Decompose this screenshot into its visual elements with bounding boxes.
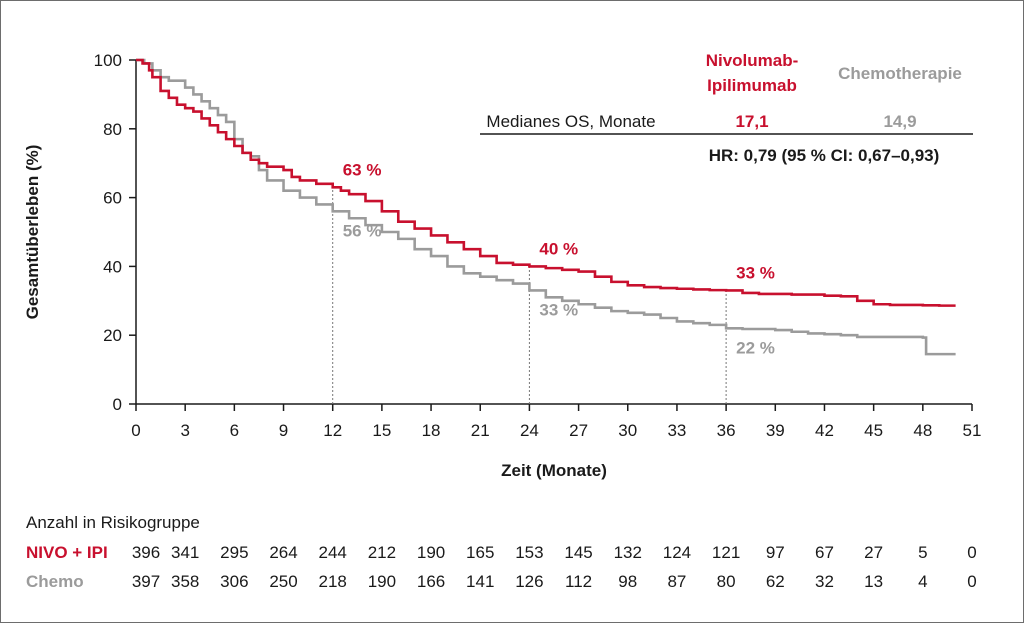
nivo-ipi-survival-line [136, 58, 956, 307]
risk-table-title: Anzahl in Risikogruppe [26, 513, 200, 532]
nivo-percent-label: 33 % [736, 263, 775, 282]
x-tick-label: 21 [471, 421, 490, 440]
risk-cell-chemo: 358 [171, 572, 199, 591]
risk-cell-nivo: 165 [466, 543, 494, 562]
x-tick-label: 42 [815, 421, 834, 440]
x-tick-label: 48 [913, 421, 932, 440]
risk-cell-nivo: 190 [417, 543, 445, 562]
risk-cell-chemo: 4 [918, 572, 927, 591]
risk-cell-chemo: 80 [717, 572, 736, 591]
risk-table: Anzahl in Risikogruppe NIVO + IPI Chemo … [26, 513, 977, 591]
x-tick-label: 33 [667, 421, 686, 440]
x-tick-label: 30 [618, 421, 637, 440]
risk-cell-nivo: 132 [614, 543, 642, 562]
chemo-percent-label: 33 % [539, 300, 578, 319]
x-tick-label: 15 [372, 421, 391, 440]
risk-cell-nivo: 153 [515, 543, 543, 562]
x-tick-label: 18 [422, 421, 441, 440]
risk-cell-chemo: 190 [368, 572, 396, 591]
y-tick-label: 100 [94, 51, 122, 70]
risk-row-label-nivo: NIVO + IPI [26, 543, 108, 562]
risk-cell-nivo: 212 [368, 543, 396, 562]
risk-cell-nivo: 124 [663, 543, 691, 562]
risk-cell-nivo: 67 [815, 543, 834, 562]
risk-cell-chemo: 98 [618, 572, 637, 591]
nivo-percent-label: 63 % [343, 160, 382, 179]
stats-box: Nivolumab- Ipilimumab Chemotherapie Medi… [480, 51, 973, 165]
dashed-guides [332, 187, 727, 404]
annotations: 63 % 56 % 40 % 33 % 33 % 22 % [343, 160, 775, 357]
risk-cell-chemo: 141 [466, 572, 494, 591]
risk-cell-chemo: 306 [220, 572, 248, 591]
y-tick-label: 40 [103, 257, 122, 276]
x-tick-label: 45 [864, 421, 883, 440]
nivo-header-line2: Ipilimumab [707, 76, 797, 95]
y-axis-label: Gesamtüberleben (%) [23, 145, 42, 320]
risk-cell-chemo: 166 [417, 572, 445, 591]
risk-cell-nivo: 5 [918, 543, 927, 562]
risk-cell-chemo: 250 [269, 572, 297, 591]
x-tick-label: 36 [717, 421, 736, 440]
x-tick-label: 39 [766, 421, 785, 440]
risk-cell-chemo: 397 [132, 572, 160, 591]
risk-cell-chemo: 32 [815, 572, 834, 591]
nivo-median: 17,1 [735, 112, 768, 131]
risk-cell-chemo: 126 [515, 572, 543, 591]
risk-cell-nivo: 244 [319, 543, 347, 562]
y-tick-label: 20 [103, 326, 122, 345]
x-tick-label: 0 [131, 421, 140, 440]
x-tick-label: 27 [569, 421, 588, 440]
risk-cell-nivo: 121 [712, 543, 740, 562]
risk-table-cells: 396 341 295 264 244 212 190 165 153 145 132 124 121 9… [132, 543, 977, 591]
risk-cell-nivo: 0 [967, 543, 976, 562]
risk-cell-chemo: 13 [864, 572, 883, 591]
risk-cell-chemo: 62 [766, 572, 785, 591]
x-tick-label: 12 [323, 421, 342, 440]
x-tick-label: 51 [963, 421, 982, 440]
risk-cell-nivo: 264 [269, 543, 297, 562]
nivo-header-line1: Nivolumab- [706, 51, 799, 70]
x-tick-label: 3 [180, 421, 189, 440]
chemo-median: 14,9 [883, 112, 916, 131]
x-tick-label: 6 [230, 421, 239, 440]
risk-cell-nivo: 145 [564, 543, 592, 562]
risk-row-label-chemo: Chemo [26, 572, 84, 591]
risk-cell-nivo: 341 [171, 543, 199, 562]
x-axis-label: Zeit (Monate) [501, 461, 607, 480]
y-tick-label: 80 [103, 120, 122, 139]
risk-cell-nivo: 396 [132, 543, 160, 562]
risk-cell-nivo: 97 [766, 543, 785, 562]
chemo-survival-line [136, 58, 956, 356]
y-tick-label: 60 [103, 189, 122, 208]
nivo-percent-label: 40 % [539, 239, 578, 258]
x-tick-label: 9 [279, 421, 288, 440]
median-label: Medianes OS, Monate [486, 112, 655, 131]
risk-cell-chemo: 87 [667, 572, 686, 591]
risk-cell-nivo: 27 [864, 543, 883, 562]
risk-cell-chemo: 112 [565, 572, 592, 591]
hazard-ratio: HR: 0,79 (95 % CI: 0,67–0,93) [709, 146, 940, 165]
y-tick-label: 0 [113, 395, 122, 414]
series-lines [136, 58, 956, 356]
x-tick-label: 24 [520, 421, 539, 440]
chemo-header: Chemotherapie [838, 64, 962, 83]
risk-cell-nivo: 295 [220, 543, 248, 562]
chemo-percent-label: 56 % [343, 221, 382, 240]
risk-cell-chemo: 218 [319, 572, 347, 591]
risk-cell-chemo: 0 [967, 572, 976, 591]
chemo-percent-label: 22 % [736, 338, 775, 357]
